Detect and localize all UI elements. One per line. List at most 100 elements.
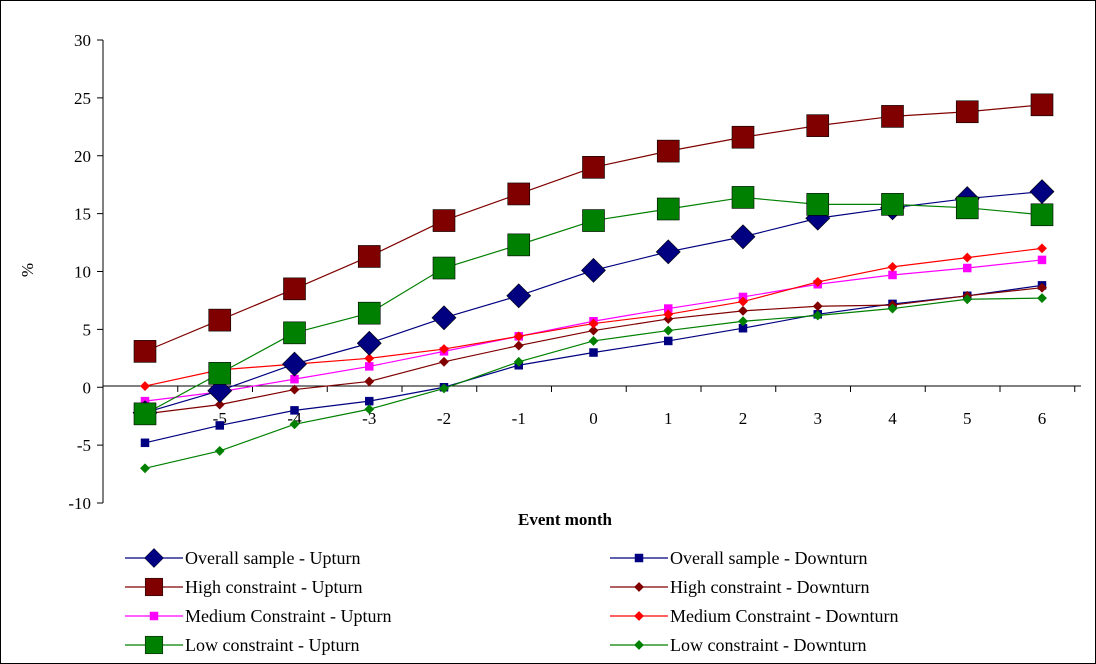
data-point bbox=[581, 257, 606, 283]
data-point bbox=[364, 404, 375, 415]
y-tick-label: -10 bbox=[68, 494, 91, 513]
legend-label: Medium Constraint - Downturn bbox=[670, 606, 898, 626]
legend-entry: Medium Constraint - Downturn bbox=[610, 606, 898, 626]
x-tick-label: 5 bbox=[963, 409, 972, 428]
series-high-constraint-upturn bbox=[133, 93, 1054, 363]
x-tick-label: 2 bbox=[739, 409, 748, 428]
y-tick-label: 0 bbox=[83, 378, 92, 397]
data-point bbox=[133, 402, 157, 426]
data-point bbox=[364, 353, 375, 364]
data-point bbox=[582, 209, 605, 232]
data-point bbox=[588, 325, 599, 336]
data-point bbox=[439, 344, 449, 354]
series-low-constraint-downturn bbox=[140, 293, 1047, 474]
series-low-constraint-upturn bbox=[133, 186, 1054, 426]
x-tick-label: 4 bbox=[888, 409, 897, 428]
data-point bbox=[208, 362, 232, 385]
data-point bbox=[208, 308, 232, 332]
data-point bbox=[432, 209, 456, 232]
x-tick-label: -3 bbox=[362, 409, 376, 428]
data-point bbox=[357, 301, 381, 325]
data-point bbox=[1037, 243, 1047, 254]
data-point bbox=[439, 383, 449, 394]
data-point bbox=[663, 325, 674, 336]
data-point bbox=[881, 193, 904, 216]
data-point bbox=[730, 224, 756, 250]
legend-label: High constraint - Upturn bbox=[185, 577, 362, 597]
legend-label: High constraint - Downturn bbox=[670, 577, 869, 597]
data-point bbox=[214, 445, 225, 456]
data-point bbox=[812, 276, 823, 287]
data-point bbox=[588, 336, 599, 346]
legend-entry: High constraint - Downturn bbox=[610, 577, 869, 597]
data-point bbox=[656, 197, 680, 221]
data-point bbox=[738, 305, 748, 316]
data-point bbox=[365, 362, 374, 371]
y-tick-label: 25 bbox=[74, 89, 91, 108]
data-point bbox=[656, 139, 680, 163]
data-point bbox=[364, 376, 375, 387]
data-point bbox=[506, 283, 532, 309]
data-point bbox=[283, 321, 306, 345]
data-point bbox=[955, 100, 979, 124]
data-point bbox=[140, 381, 150, 392]
data-point bbox=[731, 125, 755, 149]
legend-label: Low constraint - Upturn bbox=[185, 635, 359, 655]
data-point bbox=[356, 330, 382, 356]
data-point bbox=[214, 399, 225, 410]
data-point bbox=[207, 378, 233, 404]
data-point bbox=[888, 270, 897, 280]
data-point bbox=[283, 277, 306, 301]
legend-marker bbox=[634, 553, 644, 563]
x-tick-label: 1 bbox=[664, 409, 673, 428]
legend-entry: Overall sample - Upturn bbox=[125, 548, 360, 568]
data-point bbox=[140, 438, 150, 448]
data-point bbox=[133, 340, 157, 363]
data-point bbox=[663, 309, 674, 320]
data-point bbox=[1029, 179, 1055, 205]
legend-marker bbox=[144, 635, 164, 655]
data-point bbox=[513, 331, 524, 342]
data-point bbox=[365, 396, 374, 406]
data-point bbox=[507, 233, 531, 257]
legend-label: Low constraint - Downturn bbox=[670, 635, 866, 655]
data-point bbox=[439, 356, 449, 367]
data-point bbox=[589, 348, 598, 357]
legend-entry: Low constraint - Upturn bbox=[125, 635, 359, 655]
data-point bbox=[432, 256, 456, 280]
data-point bbox=[289, 384, 300, 395]
legend-marker bbox=[144, 577, 164, 597]
legend-marker bbox=[634, 582, 644, 592]
data-point bbox=[812, 310, 823, 321]
data-point bbox=[282, 351, 307, 377]
data-point bbox=[289, 419, 300, 430]
y-tick-label: 30 bbox=[74, 31, 91, 50]
data-point bbox=[588, 318, 599, 329]
data-point bbox=[140, 463, 150, 474]
x-tick-label: 3 bbox=[814, 409, 823, 428]
legend-marker bbox=[144, 548, 164, 568]
data-point bbox=[1037, 255, 1047, 265]
legend-entry: Overall sample - Downturn bbox=[610, 548, 867, 568]
series-layer bbox=[132, 93, 1055, 474]
data-point bbox=[1037, 282, 1047, 293]
data-point bbox=[962, 294, 973, 305]
x-axis-label: Event month bbox=[518, 510, 613, 529]
x-tick-label: -2 bbox=[437, 409, 451, 428]
data-point bbox=[431, 305, 457, 331]
legend-entry: Low constraint - Downturn bbox=[610, 635, 866, 655]
data-point bbox=[812, 301, 823, 312]
data-point bbox=[1037, 293, 1047, 304]
data-point bbox=[215, 421, 224, 430]
x-tick-label: -1 bbox=[512, 409, 526, 428]
legend-marker bbox=[149, 611, 159, 621]
data-point bbox=[963, 263, 972, 273]
data-point bbox=[887, 261, 898, 272]
data-point bbox=[806, 193, 830, 216]
legend-label: Medium Constraint - Upturn bbox=[185, 606, 391, 626]
y-tick-label: 10 bbox=[74, 263, 91, 282]
legend-label: Overall sample - Downturn bbox=[670, 548, 867, 568]
data-point bbox=[507, 182, 531, 206]
